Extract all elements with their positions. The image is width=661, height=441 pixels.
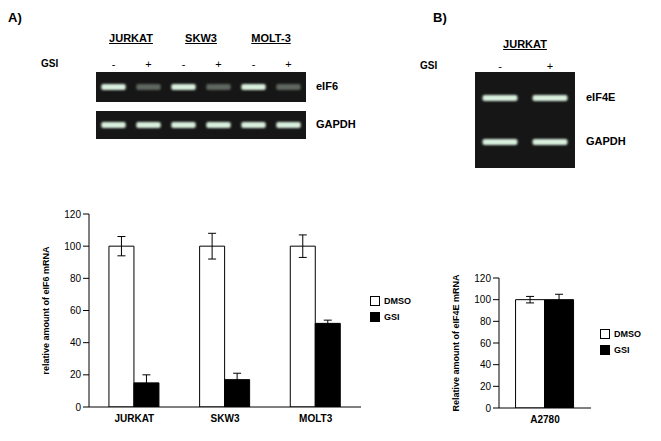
svg-text:20: 20 (480, 381, 492, 392)
svg-text:100: 100 (474, 294, 491, 305)
svg-text:20: 20 (70, 369, 82, 380)
html-text:eIF6: eIF6 (316, 80, 338, 92)
svg-text:Relative amount of eIF4E mRNA: Relative amount of eIF4E mRNA (451, 274, 461, 412)
svg-text:SKW3: SKW3 (211, 413, 240, 424)
html-text:GAPDH: GAPDH (586, 135, 626, 147)
html-text:A): A) (8, 10, 22, 25)
svg-text:MOLT3: MOLT3 (299, 413, 333, 424)
html-text:GSI: GSI (614, 344, 630, 355)
svg-text:JURKAT: JURKAT (114, 413, 154, 424)
svg-text:60: 60 (70, 305, 82, 316)
svg-text:A2780: A2780 (530, 414, 560, 425)
html-text:GSI: GSI (41, 58, 59, 69)
svg-text:100: 100 (64, 241, 81, 252)
html-text:GSI: GSI (384, 312, 400, 322)
html-text:MOLT-3: MOLT-3 (251, 32, 291, 44)
html-text:B): B) (433, 10, 447, 25)
svg-text:80: 80 (70, 273, 82, 284)
svg-text:120: 120 (474, 273, 491, 284)
html-text:eIF4E: eIF4E (586, 91, 616, 103)
html-text:GSI: GSI (420, 60, 438, 71)
html-text:GAPDH: GAPDH (316, 118, 356, 130)
html-text:SKW3: SKW3 (185, 32, 217, 44)
html-text:JURKAT: JURKAT (109, 32, 153, 44)
html-text:DMSO: DMSO (384, 296, 411, 306)
svg-text:40: 40 (480, 359, 492, 370)
html-text:JURKAT: JURKAT (503, 38, 547, 50)
svg-text:80: 80 (480, 316, 492, 327)
svg-text:120: 120 (64, 209, 81, 220)
svg-text:60: 60 (480, 338, 492, 349)
svg-text:relative amount of eIF6 mRNA: relative amount of eIF6 mRNA (41, 246, 51, 375)
svg-text:40: 40 (70, 337, 82, 348)
html-text:DMSO: DMSO (614, 328, 641, 339)
svg-text:0: 0 (75, 402, 81, 413)
svg-text:0: 0 (485, 403, 491, 414)
